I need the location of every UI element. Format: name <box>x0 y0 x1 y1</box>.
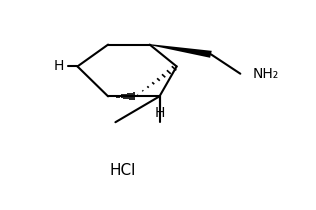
Text: NH₂: NH₂ <box>252 67 279 81</box>
Polygon shape <box>149 44 212 58</box>
Text: HCl: HCl <box>110 163 136 178</box>
Text: H: H <box>154 105 165 119</box>
Text: H: H <box>54 59 64 74</box>
